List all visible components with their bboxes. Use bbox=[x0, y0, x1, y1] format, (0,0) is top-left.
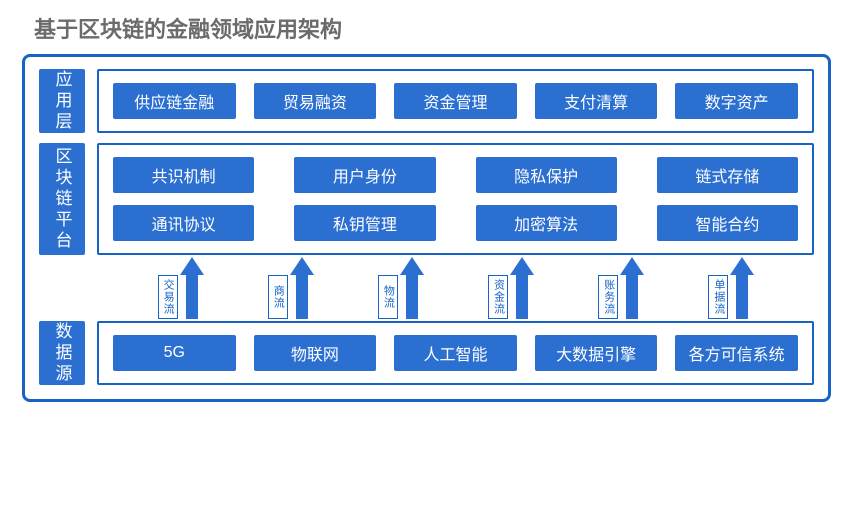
layer-label-source: 数据源 bbox=[39, 321, 85, 385]
platform-row-2: 通讯协议 私钥管理 加密算法 智能合约 bbox=[113, 205, 798, 241]
up-arrow-icon bbox=[291, 257, 313, 319]
cell-chain-storage: 链式存储 bbox=[657, 157, 798, 193]
cell-payment-clearing: 支付清算 bbox=[535, 83, 658, 119]
layer-source: 数据源 5G 物联网 人工智能 大数据引擎 各方可信系统 bbox=[39, 321, 814, 385]
layer-box-app: 供应链金融 贸易融资 资金管理 支付清算 数字资产 bbox=[97, 69, 814, 133]
arrow-label: 账务流 bbox=[598, 275, 618, 319]
arrow-label: 单据流 bbox=[708, 275, 728, 319]
arrow-label: 商流 bbox=[268, 275, 288, 319]
cell-private-key: 私钥管理 bbox=[294, 205, 435, 241]
cell-user-identity: 用户身份 bbox=[294, 157, 435, 193]
cell-5g: 5G bbox=[113, 335, 236, 371]
cell-iot: 物联网 bbox=[254, 335, 377, 371]
cell-digital-asset: 数字资产 bbox=[675, 83, 798, 119]
arrow-trade-flow: 交易流 bbox=[158, 257, 203, 319]
up-arrow-icon bbox=[731, 257, 753, 319]
cell-bigdata: 大数据引擎 bbox=[535, 335, 658, 371]
arrow-document-flow: 单据流 bbox=[708, 257, 753, 319]
platform-row-1: 共识机制 用户身份 隐私保护 链式存储 bbox=[113, 157, 798, 193]
layer-app: 应用层 供应链金融 贸易融资 资金管理 支付清算 数字资产 bbox=[39, 69, 814, 133]
arrow-fund-flow: 资金流 bbox=[488, 257, 533, 319]
cell-supply-chain-finance: 供应链金融 bbox=[113, 83, 236, 119]
cell-trusted-systems: 各方可信系统 bbox=[675, 335, 798, 371]
up-arrow-icon bbox=[401, 257, 423, 319]
layer-label-platform: 区块链平台 bbox=[39, 143, 85, 255]
cell-comm-protocol: 通讯协议 bbox=[113, 205, 254, 241]
cell-fund-management: 资金管理 bbox=[394, 83, 517, 119]
arrow-label: 资金流 bbox=[488, 275, 508, 319]
arrows-inner: 交易流 商流 物流 资金流 账务流 单据流 bbox=[97, 257, 814, 319]
source-row: 5G 物联网 人工智能 大数据引擎 各方可信系统 bbox=[113, 335, 798, 371]
cell-privacy: 隐私保护 bbox=[476, 157, 617, 193]
app-row: 供应链金融 贸易融资 资金管理 支付清算 数字资产 bbox=[113, 83, 798, 119]
outer-frame: 应用层 供应链金融 贸易融资 资金管理 支付清算 数字资产 区块链平台 共识机制… bbox=[22, 54, 831, 402]
cell-trade-finance: 贸易融资 bbox=[254, 83, 377, 119]
arrow-business-flow: 商流 bbox=[268, 257, 313, 319]
layer-box-source: 5G 物联网 人工智能 大数据引擎 各方可信系统 bbox=[97, 321, 814, 385]
up-arrow-icon bbox=[511, 257, 533, 319]
arrow-account-flow: 账务流 bbox=[598, 257, 643, 319]
layer-label-app: 应用层 bbox=[39, 69, 85, 133]
cell-encryption: 加密算法 bbox=[476, 205, 617, 241]
up-arrow-icon bbox=[181, 257, 203, 319]
arrows-area: 交易流 商流 物流 资金流 账务流 单据流 bbox=[39, 257, 814, 319]
layer-platform: 区块链平台 共识机制 用户身份 隐私保护 链式存储 通讯协议 私钥管理 加密算法… bbox=[39, 143, 814, 255]
arrow-label: 交易流 bbox=[158, 275, 178, 319]
layer-box-platform: 共识机制 用户身份 隐私保护 链式存储 通讯协议 私钥管理 加密算法 智能合约 bbox=[97, 143, 814, 255]
cell-smart-contract: 智能合约 bbox=[657, 205, 798, 241]
arrow-logistics-flow: 物流 bbox=[378, 257, 423, 319]
diagram-title: 基于区块链的金融领域应用架构 bbox=[0, 0, 853, 54]
up-arrow-icon bbox=[621, 257, 643, 319]
arrow-label: 物流 bbox=[378, 275, 398, 319]
cell-consensus: 共识机制 bbox=[113, 157, 254, 193]
cell-ai: 人工智能 bbox=[394, 335, 517, 371]
